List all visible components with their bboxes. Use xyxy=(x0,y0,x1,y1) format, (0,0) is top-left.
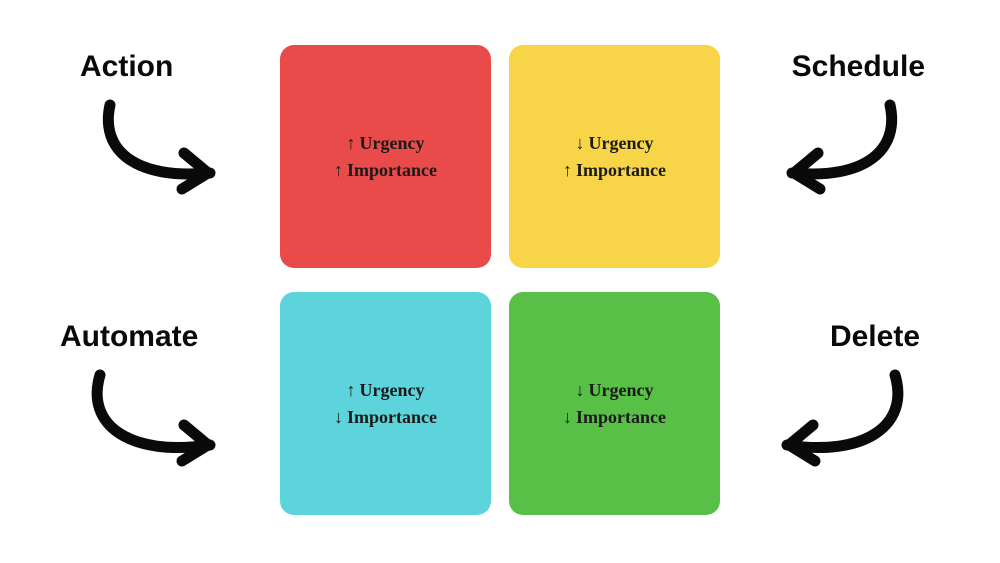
quadrant-action: ↑Urgency ↑Importance xyxy=(280,45,491,268)
arrow-down-icon: ↓ xyxy=(576,133,585,154)
quadrant-text: Urgency xyxy=(589,133,654,153)
label-schedule: Schedule xyxy=(792,50,925,84)
quadrant-text: Urgency xyxy=(589,380,654,400)
quadrant-line: ↑Importance xyxy=(563,160,666,181)
quadrant-line: ↓Urgency xyxy=(576,380,654,401)
quadrant-line: ↓Importance xyxy=(334,407,437,428)
quadrant-line: ↑Urgency xyxy=(347,133,425,154)
quadrant-text: Urgency xyxy=(360,133,425,153)
quadrant-schedule: ↓Urgency ↑Importance xyxy=(509,45,720,268)
curved-arrow-icon xyxy=(750,95,920,205)
quadrant-line: ↓Importance xyxy=(563,407,666,428)
quadrant-line: ↑Importance xyxy=(334,160,437,181)
arrow-up-icon: ↑ xyxy=(334,160,343,181)
quadrant-text: Urgency xyxy=(360,380,425,400)
quadrant-line: ↓Urgency xyxy=(576,133,654,154)
eisenhower-grid: ↑Urgency ↑Importance ↓Urgency ↑Importanc… xyxy=(280,45,720,515)
label-action: Action xyxy=(80,50,173,84)
arrow-up-icon: ↑ xyxy=(347,133,356,154)
quadrant-text: Importance xyxy=(347,407,437,427)
quadrant-line: ↑Urgency xyxy=(347,380,425,401)
label-delete: Delete xyxy=(830,320,920,354)
quadrant-text: Importance xyxy=(576,160,666,180)
quadrant-automate: ↑Urgency ↓Importance xyxy=(280,292,491,515)
quadrant-text: Importance xyxy=(576,407,666,427)
arrow-down-icon: ↓ xyxy=(563,407,572,428)
label-automate: Automate xyxy=(60,320,198,354)
curved-arrow-icon xyxy=(80,95,250,205)
curved-arrow-icon xyxy=(745,365,925,475)
curved-arrow-icon xyxy=(70,365,250,475)
quadrant-delete: ↓Urgency ↓Importance xyxy=(509,292,720,515)
arrow-down-icon: ↓ xyxy=(334,407,343,428)
arrow-up-icon: ↑ xyxy=(347,380,356,401)
arrow-down-icon: ↓ xyxy=(576,380,585,401)
quadrant-text: Importance xyxy=(347,160,437,180)
arrow-up-icon: ↑ xyxy=(563,160,572,181)
